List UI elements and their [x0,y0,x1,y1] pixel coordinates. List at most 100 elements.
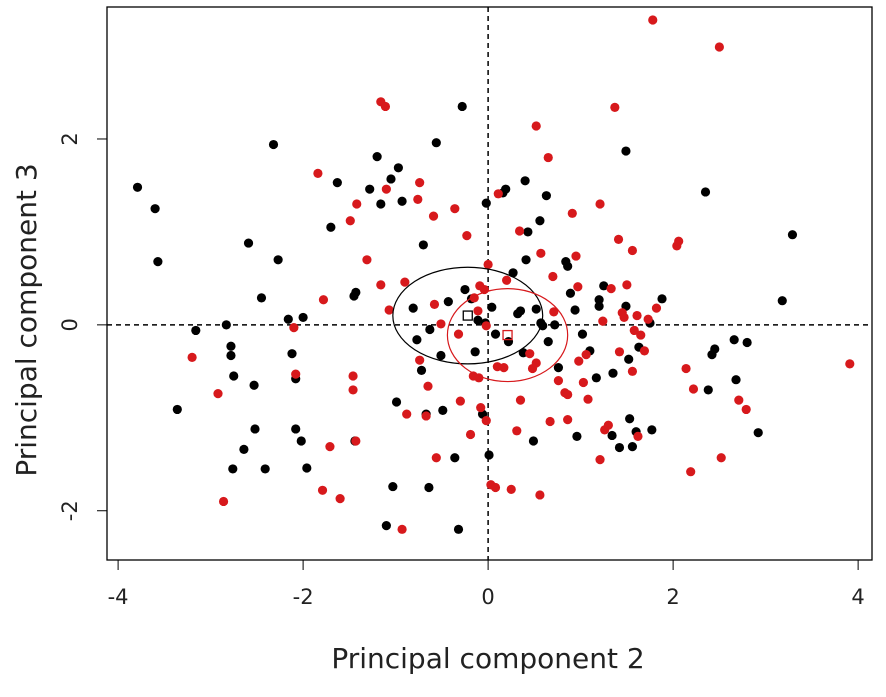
point [613,234,624,244]
point [567,208,577,218]
point [610,102,620,112]
point [622,280,632,290]
point [598,316,608,326]
point [351,436,361,446]
point [603,420,613,430]
x-tick-label: 4 [851,585,864,609]
point [624,354,634,364]
point [753,428,763,438]
point [632,310,642,321]
point [443,297,453,307]
point [563,389,573,400]
point [595,199,605,209]
y-tick-label: 0 [58,318,82,331]
point [470,347,480,357]
point [453,329,464,339]
point [515,395,526,405]
point [431,138,441,148]
point [416,365,427,375]
point [273,255,283,265]
plot-frame [106,6,873,561]
point [541,191,551,201]
point [436,350,446,361]
point [581,350,591,360]
point [380,101,391,112]
point [686,467,696,477]
x-tick-label: 2 [666,585,679,609]
point [548,271,558,282]
point [714,42,724,52]
point [625,414,635,424]
point [710,344,720,354]
point [506,484,516,494]
point [651,303,662,313]
point [460,284,470,295]
point [553,363,564,373]
point [577,329,588,339]
point [570,305,580,315]
point [681,363,691,374]
point [381,521,391,531]
point [187,352,197,362]
point [229,371,239,381]
point [595,455,605,465]
point [226,350,236,361]
point [614,347,625,357]
point [421,411,431,421]
point [348,371,358,381]
point [639,346,650,356]
point [429,299,440,310]
point [453,524,464,534]
point [473,306,483,316]
point [512,426,522,436]
point [415,355,425,365]
point [397,524,407,534]
point [132,182,143,192]
point [400,277,410,287]
point [283,314,293,324]
point [256,293,267,303]
point [249,380,259,390]
point [481,321,491,331]
point [573,282,583,292]
point [648,15,658,25]
point [372,152,382,162]
point [221,320,231,330]
point [563,261,573,271]
point [386,174,396,184]
point [606,284,616,294]
point [487,302,497,312]
point [674,236,684,246]
point [647,425,657,435]
point [218,496,229,507]
point [643,314,653,324]
point [545,416,555,427]
point [296,436,306,446]
point [583,394,593,404]
point [591,373,601,383]
point [436,319,446,329]
point [574,356,584,366]
point [150,204,160,214]
point [425,324,435,335]
x-tick-label: 0 [481,585,494,609]
point [594,301,604,311]
point [520,176,530,186]
point [741,404,751,415]
point [716,453,726,463]
point [326,222,336,232]
point [268,139,279,150]
point [531,358,541,368]
point [172,404,182,415]
point [376,280,386,290]
point [250,424,260,434]
point [457,101,467,112]
point [535,216,545,226]
point [594,295,604,305]
point [481,198,491,208]
point [525,349,535,359]
point [787,230,798,240]
point [543,152,553,163]
point [318,295,329,305]
point [473,315,483,325]
